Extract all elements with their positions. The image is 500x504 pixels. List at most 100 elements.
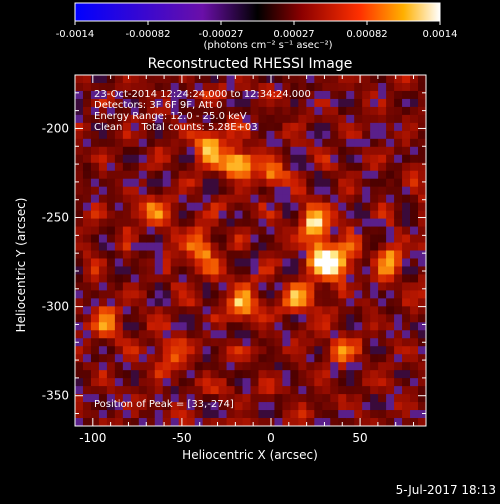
heatmap-cell [386,266,395,275]
heatmap-cell [330,130,339,140]
heatmap-cell [370,314,379,323]
heatmap-cell [258,162,267,172]
heatmap-cell [218,170,228,180]
heatmap-cell [194,362,204,371]
y-tick-label: -200 [42,121,69,135]
heatmap-cell [282,194,291,204]
heatmap-cell [322,242,331,251]
heatmap-cell [282,250,291,259]
heatmap-cell [362,138,371,148]
heatmap-cell [386,170,395,180]
heatmap-cell [330,370,339,379]
heatmap-cell [290,234,299,244]
heatmap-cell [138,202,148,212]
heatmap-cell [298,258,307,267]
heatmap-cell [242,138,251,148]
heatmap-cell [90,370,100,379]
heatmap-cell [314,170,323,180]
heatmap-cell [82,386,92,395]
heatmap-cell [362,194,371,204]
heatmap-cell [75,354,84,363]
heatmap-cell [250,250,259,259]
heatmap-cell [154,170,164,180]
heatmap-cell [258,178,267,188]
heatmap-cell [218,114,228,124]
heatmap-cell [386,242,395,251]
heatmap-cell [138,98,148,108]
heatmap-cell [114,354,124,363]
heatmap-cell [75,226,84,236]
heatmap-cell [210,274,220,283]
heatmap-cell [170,178,180,188]
heatmap-cell [218,386,228,395]
heatmap-cell [98,410,108,419]
heatmap-cell [282,210,291,220]
heatmap-cell [314,386,323,395]
heatmap-cell [90,266,100,275]
heatmap-cell [234,154,244,164]
heatmap-cell [162,106,172,116]
heatmap-cell [210,146,220,156]
heatmap-cell [194,218,204,228]
heatmap-cell [410,234,419,244]
heatmap-cell [186,90,196,100]
heatmap-cell [154,218,164,228]
heatmap-cell [90,418,100,426]
heatmap-cell [186,210,196,220]
heatmap-cell [218,362,228,371]
heatmap-cell [282,82,291,92]
heatmap-cell [75,298,84,307]
heatmap-cell [282,402,291,411]
heatmap-cell [138,146,148,156]
heatmap-cell [330,362,339,371]
heatmap-cell [210,218,220,228]
heatmap-cell [282,314,291,323]
heatmap-cell [282,410,291,419]
heatmap-cell [322,154,331,164]
heatmap-cell [306,154,315,164]
heatmap-cell [402,194,411,204]
heatmap-cell [314,290,323,299]
heatmap-cell [290,130,299,140]
heatmap-cell [274,178,283,188]
heatmap-cell [266,130,275,140]
heatmap-cell [362,170,371,180]
heatmap-cell [218,162,228,172]
heatmap-cell [234,258,244,267]
heatmap-cell [242,282,251,291]
heatmap-cell [170,194,180,204]
heatmap-cell [274,282,283,291]
heatmap-cell [274,234,283,244]
heatmap-cell [362,378,371,387]
heatmap-cell [370,298,379,307]
heatmap-cell [386,90,395,100]
heatmap-cell [146,346,156,355]
heatmap-cell [330,210,339,220]
heatmap-cell [362,346,371,355]
heatmap-cell [378,282,387,291]
heatmap-cell [202,194,212,204]
heatmap-cell [354,338,363,347]
heatmap-cell [258,202,267,212]
heatmap-cell [386,138,395,148]
heatmap-cell [306,258,315,267]
heatmap-cell [82,122,92,132]
heatmap-cell [274,170,283,180]
heatmap-cell [75,378,84,387]
heatmap-cell [186,218,196,228]
heatmap-cell [178,362,188,371]
heatmap-cell [266,98,275,108]
heatmap-cell [130,218,140,228]
heatmap-cell [234,386,244,395]
heatmap-cell [290,75,299,84]
heatmap-cell [178,346,188,355]
heatmap-cell [90,410,100,419]
heatmap-cell [338,90,347,100]
heatmap-cell [242,82,251,92]
heatmap-cell [258,170,267,180]
heatmap-cell [234,114,244,124]
heatmap-cell [202,146,212,156]
heatmap-cell [402,378,411,387]
x-axis-label: Heliocentric X (arcsec) [182,448,318,462]
heatmap-cell [410,274,419,283]
